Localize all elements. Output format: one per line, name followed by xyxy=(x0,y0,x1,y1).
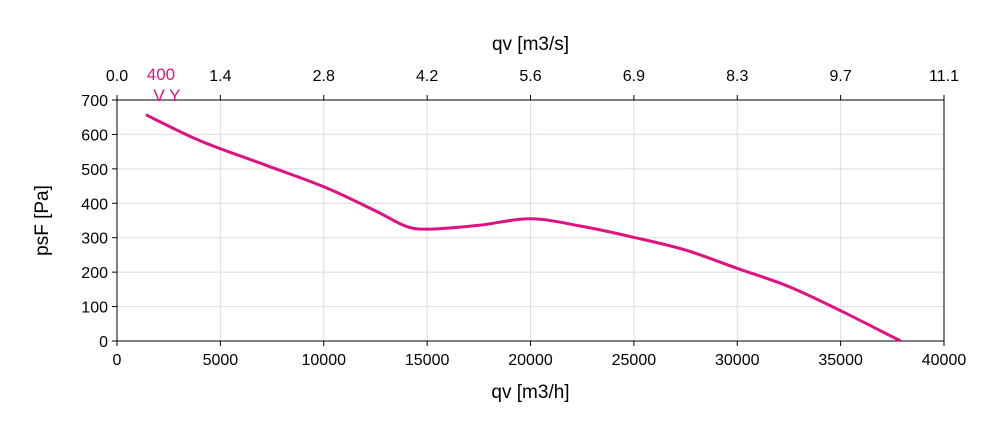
x-tick-label: 35000 xyxy=(818,352,863,369)
x-tick-label: 0 xyxy=(113,352,122,369)
y-tick-label: 700 xyxy=(81,93,108,110)
series-name-label: 400 xyxy=(147,65,175,84)
top-tick-label: 8.3 xyxy=(726,68,748,85)
top-axis-ticks: 0.0 1.4 2.8 4.2 5.6 6.9 8.3 9.7 11.1 xyxy=(106,68,959,100)
x-tick-label: 40000 xyxy=(922,352,967,369)
top-tick-label: 2.8 xyxy=(313,68,335,85)
x-tick-label: 5000 xyxy=(203,352,239,369)
grid-lines xyxy=(117,100,944,341)
y-tick-label: 500 xyxy=(81,162,108,179)
top-tick-label: 5.6 xyxy=(519,68,541,85)
top-tick-label: 0.0 xyxy=(106,68,128,85)
y-axis-ticks: 0 100 200 300 400 500 600 700 xyxy=(81,93,117,351)
x-tick-label: 20000 xyxy=(508,352,553,369)
y-tick-label: 600 xyxy=(81,127,108,144)
x-tick-label: 30000 xyxy=(715,352,760,369)
series-tag-label: V Y xyxy=(153,86,180,105)
series-line xyxy=(145,113,902,343)
x-axis-ticks: 0 5000 10000 15000 20000 25000 30000 35000 40000 xyxy=(113,341,967,369)
y-tick-label: 0 xyxy=(99,334,108,351)
top-tick-label: 4.2 xyxy=(416,68,438,85)
x-axis-title: qv [m3/h] xyxy=(491,382,569,403)
y-tick-label: 100 xyxy=(81,300,108,317)
top-tick-label: 1.4 xyxy=(209,68,231,85)
x-tick-label: 10000 xyxy=(302,352,347,369)
series-layer: 400 V Y xyxy=(145,65,902,343)
y-tick-label: 400 xyxy=(81,196,108,213)
top-axis-title: qv [m3/s] xyxy=(492,34,569,55)
plot-area xyxy=(116,99,945,342)
x-tick-label: 25000 xyxy=(612,352,657,369)
y-tick-label: 200 xyxy=(81,265,108,282)
y-axis-title: psF [Pa] xyxy=(32,185,53,256)
y-tick-label: 300 xyxy=(81,231,108,248)
top-tick-label: 9.7 xyxy=(830,68,852,85)
top-tick-label: 6.9 xyxy=(623,68,645,85)
top-tick-label: 11.1 xyxy=(929,68,959,85)
x-tick-label: 15000 xyxy=(405,352,450,369)
